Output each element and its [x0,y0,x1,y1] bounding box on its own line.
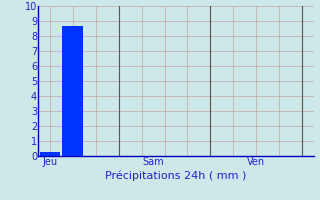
Bar [62,26,83,156]
Bar [40,152,60,156]
X-axis label: Précipitations 24h ( mm ): Précipitations 24h ( mm ) [105,170,247,181]
